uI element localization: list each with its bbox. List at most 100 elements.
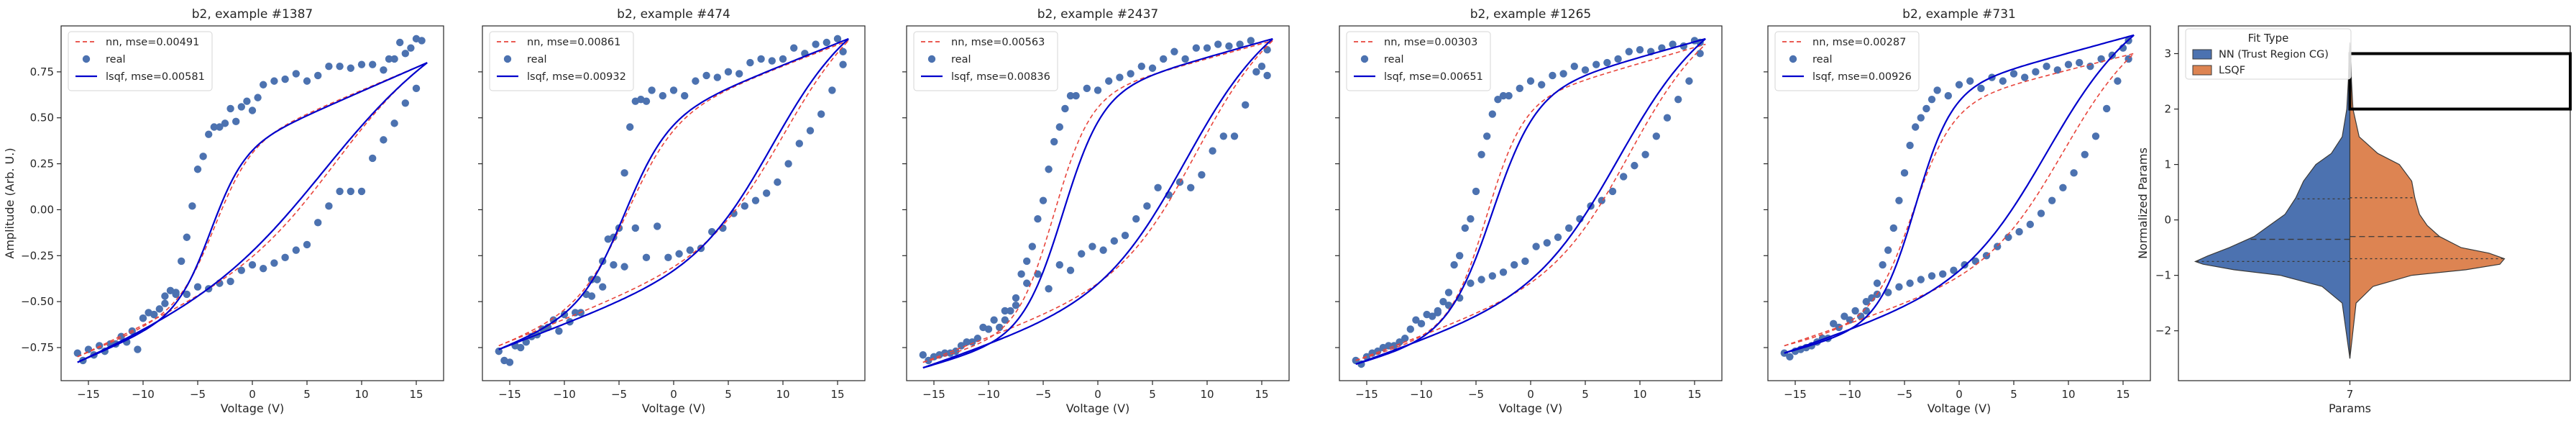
x-axis-label: Params <box>2329 402 2371 415</box>
real-point <box>357 187 366 196</box>
real-point <box>549 316 557 324</box>
x-tick-label: 0 <box>1956 388 1963 401</box>
real-point <box>1928 272 1936 280</box>
y-tick-label: 0.50 <box>30 112 54 124</box>
legend-real-swatch <box>1360 55 1369 63</box>
real-point <box>1663 114 1672 122</box>
real-point <box>817 110 825 118</box>
real-point <box>2091 132 2100 140</box>
real-point <box>385 55 393 63</box>
lsqf-curve-lower-branch <box>1784 34 2135 354</box>
real-point <box>1050 137 1058 146</box>
real-point <box>248 106 257 114</box>
real-point <box>1977 84 1985 93</box>
real-point <box>1105 77 1113 85</box>
real-point <box>183 290 191 299</box>
real-point <box>654 222 661 230</box>
chart-panel-2: b2, example #474 −15 −10 −5 0 5 10 15 Voltage (V… <box>478 7 866 415</box>
real-point <box>1516 84 1523 93</box>
x-tick-label: −10 <box>1838 388 1861 401</box>
real-point <box>390 119 398 127</box>
legend-entry: nn, mse=0.00287 <box>1812 37 1906 48</box>
real-point <box>1242 101 1250 109</box>
real-point <box>73 349 82 357</box>
real-point <box>1505 91 1513 100</box>
real-point <box>2037 209 2045 217</box>
real-point <box>500 356 508 365</box>
real-point <box>2043 62 2050 71</box>
axes-frame <box>2178 25 2571 381</box>
real-point <box>1906 279 1914 287</box>
legend-entry: LSQF <box>2219 65 2245 76</box>
real-point <box>1966 77 1974 85</box>
x-tick-label: 5 <box>1149 388 1156 401</box>
real-point <box>1148 64 1157 72</box>
real-point <box>150 310 158 319</box>
real-point <box>357 60 366 68</box>
real-point <box>216 123 224 131</box>
real-point <box>314 71 322 80</box>
highlight-box <box>2348 52 2572 111</box>
real-point <box>2070 169 2078 177</box>
real-point <box>1456 252 1464 260</box>
real-point <box>1862 307 1870 315</box>
lsqf-curve-lower-branch <box>498 38 849 350</box>
real-point <box>292 246 300 254</box>
real-point <box>1039 196 1048 204</box>
lsqf-curve-upper-branch <box>498 37 849 350</box>
real-point <box>1608 187 1617 196</box>
nn-curve-lower-branch <box>1355 43 1706 361</box>
y-tick-label: −0.25 <box>21 249 54 262</box>
real-point <box>1078 250 1086 258</box>
real-point <box>925 356 932 365</box>
real-point <box>593 276 601 284</box>
real-point <box>1127 70 1135 78</box>
real-point <box>1565 224 1573 232</box>
real-point <box>193 283 202 291</box>
x-tick-label: 5 <box>303 388 311 401</box>
real-point <box>1023 279 1031 287</box>
real-point <box>669 86 678 94</box>
real-point <box>1203 44 1211 52</box>
real-point <box>1450 260 1458 269</box>
real-point <box>1007 307 1014 315</box>
x-tick-label: −15 <box>77 388 100 401</box>
lsqf-curve-upper-branch <box>1784 34 2135 354</box>
violin-half-right <box>2349 42 2506 359</box>
real-point <box>664 253 672 262</box>
real-point <box>1023 257 1031 266</box>
real-point <box>626 123 634 131</box>
real-point <box>1099 246 1107 254</box>
real-point <box>1247 37 1255 45</box>
real-point <box>1521 257 1529 266</box>
real-point <box>1137 62 1146 71</box>
real-point <box>1170 47 1178 55</box>
real-point <box>1012 294 1020 302</box>
legend-entry: real <box>106 54 125 65</box>
x-tick-label: 0 <box>249 388 256 401</box>
nn-curve-upper-branch <box>922 40 1273 363</box>
x-tick-label: 10 <box>2061 388 2075 401</box>
real-point <box>1362 353 1371 361</box>
real-point <box>96 342 104 350</box>
legend-entry: lsqf, mse=0.00836 <box>951 71 1050 83</box>
real-point <box>828 86 836 94</box>
real-point <box>1034 215 1042 223</box>
nn-curve-upper-branch <box>498 40 849 347</box>
real-point <box>1543 239 1551 247</box>
real-point <box>774 178 781 186</box>
real-point <box>1187 183 1195 191</box>
real-point <box>686 246 694 254</box>
real-point <box>1922 104 1930 113</box>
real-point <box>155 305 163 313</box>
real-point <box>1603 58 1611 67</box>
real-point <box>183 233 191 241</box>
real-point <box>2026 220 2034 229</box>
real-point <box>401 99 409 107</box>
x-tick-label: 0 <box>1527 388 1534 401</box>
real-point <box>369 60 377 68</box>
nn-curve-upper-branch <box>1355 43 1706 361</box>
real-point <box>1625 47 1633 55</box>
legend-entry: real <box>1812 54 1832 65</box>
real-point <box>260 264 267 273</box>
